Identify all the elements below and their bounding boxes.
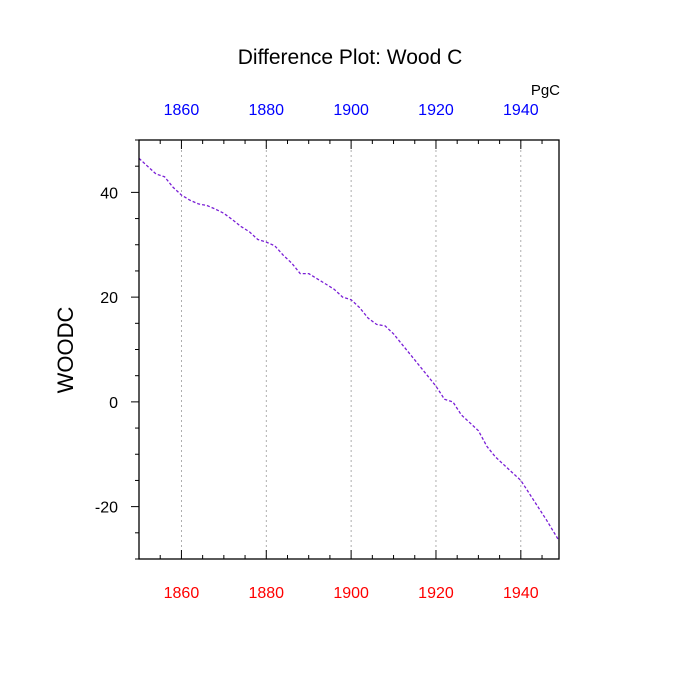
y-tick-label: -20 xyxy=(95,500,118,517)
axis-ticks: 1860 1860 1880 1880 1900 1900 1920 1920 1940 1940… xyxy=(95,102,543,602)
grid-lines xyxy=(181,140,522,559)
x-tick-label-bottom: 1860 xyxy=(164,585,200,602)
plot-frame xyxy=(138,139,560,560)
x-tick-label-bottom: 1900 xyxy=(333,585,369,602)
x-tick-label-top: 1920 xyxy=(418,102,454,119)
x-tick-label-top: 1900 xyxy=(333,102,369,119)
x-tick-label-bottom: 1920 xyxy=(418,585,454,602)
y-tick-label: 20 xyxy=(100,290,118,307)
x-tick-label-top: 1860 xyxy=(164,102,200,119)
y-axis-label: WOODC xyxy=(53,307,78,394)
axes-frame xyxy=(138,139,560,560)
x-tick-label-top: 1880 xyxy=(248,102,284,119)
x-tick-label-bottom: 1940 xyxy=(503,585,539,602)
y-tick-label: 0 xyxy=(109,395,118,412)
series-layer xyxy=(138,157,560,542)
series-line xyxy=(138,157,560,542)
x-tick-label-top: 1940 xyxy=(503,102,539,119)
y-tick-label: 40 xyxy=(100,185,118,202)
x-tick-label-bottom: 1880 xyxy=(248,585,284,602)
chart-title: Difference Plot: Wood C xyxy=(238,46,463,69)
units-label: PgC xyxy=(531,82,560,99)
